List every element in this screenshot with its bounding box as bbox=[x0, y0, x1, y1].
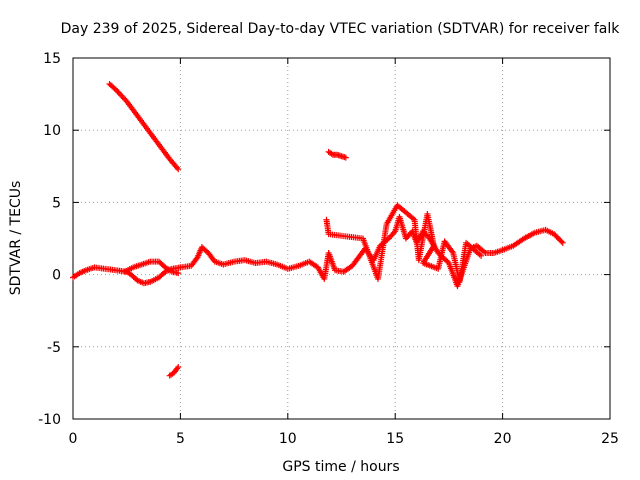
y-tick-label: 5 bbox=[52, 195, 61, 211]
y-tick-label: 10 bbox=[43, 123, 61, 139]
x-tick-label: 5 bbox=[176, 431, 185, 447]
x-tick-label: 20 bbox=[494, 431, 512, 447]
data-point bbox=[444, 258, 451, 265]
plot-frame bbox=[72, 57, 611, 420]
y-tick-label: 15 bbox=[43, 51, 61, 67]
data-point bbox=[478, 252, 485, 259]
x-tick-label: 0 bbox=[69, 431, 78, 447]
x-tick-label: 25 bbox=[601, 431, 619, 447]
x-axis-label: GPS time / hours bbox=[282, 459, 399, 475]
y-tick-label: -10 bbox=[38, 412, 61, 428]
data-point bbox=[559, 239, 566, 246]
axis-ticks bbox=[72, 57, 611, 420]
axis-tick-labels: 0 5 10 15 20 25 -10 -5 0 5 10 15 bbox=[38, 51, 619, 447]
data-point bbox=[175, 166, 182, 173]
y-tick-label: -5 bbox=[47, 340, 61, 356]
y-axis-label: SDTVAR / TECUs bbox=[8, 181, 24, 296]
grid bbox=[73, 58, 610, 419]
x-tick-label: 15 bbox=[386, 431, 404, 447]
data-point bbox=[558, 238, 565, 245]
data-point bbox=[175, 270, 182, 277]
data-points bbox=[70, 80, 566, 379]
x-tick-label: 10 bbox=[279, 431, 297, 447]
chart-title: Day 239 of 2025, Sidereal Day-to-day VTE… bbox=[61, 21, 621, 37]
data-point bbox=[342, 154, 349, 161]
y-tick-label: 0 bbox=[52, 268, 61, 284]
data-point bbox=[175, 364, 182, 371]
